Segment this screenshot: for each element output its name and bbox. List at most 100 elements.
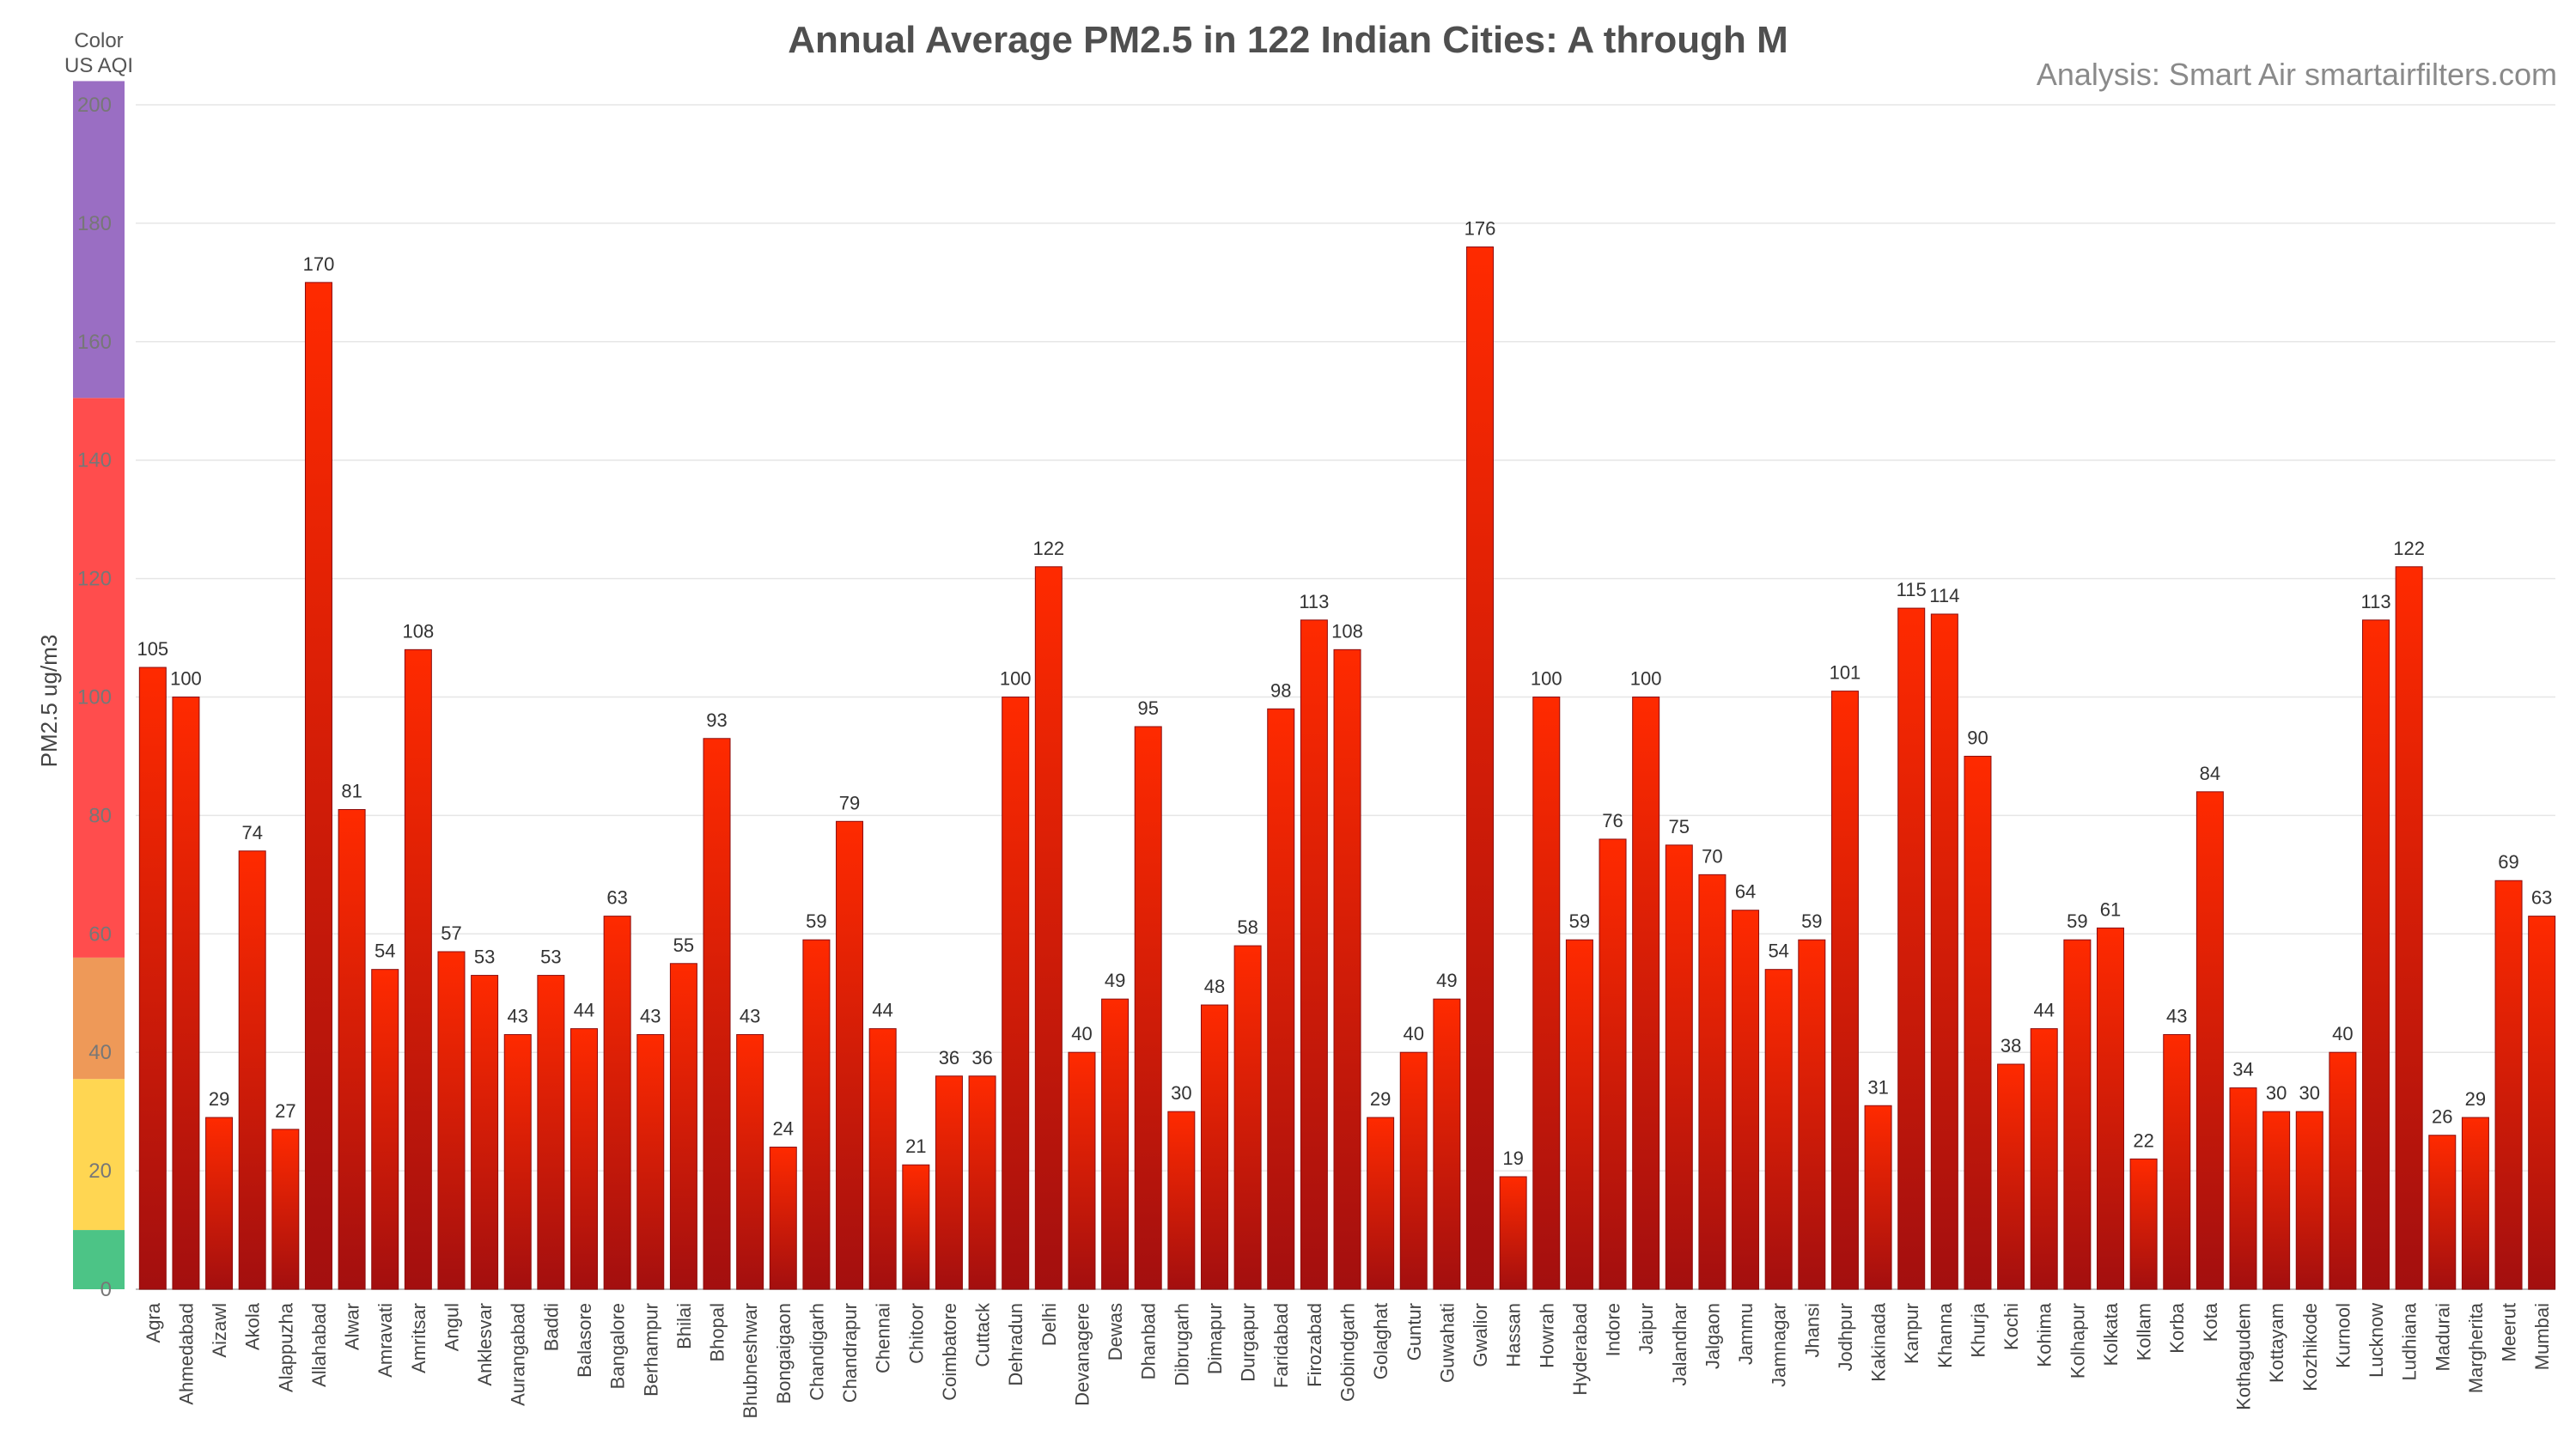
- x-tick-label: Chandigarh: [806, 1303, 827, 1401]
- y-tick-label: 40: [88, 1041, 112, 1064]
- data-label: 44: [574, 1000, 594, 1021]
- data-label: 54: [375, 941, 395, 962]
- bar-bhopal: [703, 738, 731, 1290]
- x-tick-label: Jammu: [1735, 1303, 1757, 1365]
- x-tick-label: Kota: [2200, 1302, 2221, 1342]
- bar-faridabad: [1267, 708, 1295, 1290]
- data-label: 29: [209, 1088, 229, 1110]
- data-label: 100: [1630, 668, 1662, 690]
- y-tick-label: 20: [88, 1160, 112, 1183]
- data-label: 40: [1404, 1023, 1424, 1044]
- x-tick-label: Baddi: [540, 1303, 562, 1351]
- x-tick-label: Amravati: [375, 1303, 396, 1378]
- x-tick-label: Meerut: [2499, 1303, 2520, 1361]
- data-label: 176: [1465, 217, 1496, 239]
- data-label: 30: [1171, 1082, 1191, 1104]
- data-label: 44: [2033, 1000, 2054, 1021]
- bar-bhilai: [669, 963, 697, 1290]
- x-tick-label: Bangalore: [607, 1303, 629, 1389]
- x-tick-label: Allahabad: [308, 1303, 330, 1387]
- data-label: 81: [341, 781, 362, 802]
- x-tick-label: Kothagudem: [2233, 1303, 2255, 1410]
- source-credit: Analysis: Smart Air smartairfilters.com: [2036, 57, 2557, 92]
- bar-kanpur: [1897, 607, 1926, 1290]
- x-tick-label: Kohima: [2034, 1302, 2055, 1367]
- bar-kozhikode: [2295, 1111, 2323, 1290]
- data-label: 58: [1237, 916, 1258, 938]
- x-tick-label: Lucknow: [2366, 1303, 2387, 1378]
- x-tick-label: Hyderabad: [1569, 1303, 1591, 1396]
- x-tick-label: Jamnagar: [1769, 1303, 1790, 1387]
- x-tick-label: Aizawl: [209, 1303, 230, 1358]
- bar-agra: [138, 667, 167, 1290]
- bar-chandigarh: [802, 939, 831, 1290]
- x-tick-label: Kanpur: [1901, 1303, 1922, 1364]
- data-label: 49: [1436, 970, 1457, 991]
- bar-hassan: [1499, 1176, 1527, 1290]
- data-label: 101: [1830, 662, 1861, 684]
- x-tick-label: Khanna: [1934, 1302, 1956, 1368]
- x-tick-label: Cuttack: [972, 1302, 994, 1367]
- x-tick-label: Indore: [1603, 1303, 1624, 1356]
- data-label: 170: [303, 253, 335, 275]
- x-tick-label: Kochi: [2001, 1303, 2022, 1350]
- data-label: 95: [1137, 697, 1158, 719]
- bar-howrah: [1532, 697, 1561, 1290]
- x-tick-label: Golaghat: [1370, 1303, 1392, 1379]
- data-label: 43: [740, 1006, 760, 1027]
- bar-baddi: [537, 975, 565, 1290]
- x-tick-label: Agra: [143, 1302, 164, 1342]
- x-tick-label: Madurai: [2432, 1303, 2453, 1371]
- aqi-band-2: [73, 957, 125, 1080]
- data-label: 55: [673, 935, 694, 956]
- data-label: 90: [1967, 727, 1988, 748]
- data-label: 63: [2531, 887, 2552, 909]
- bar-jamnagar: [1764, 969, 1793, 1290]
- y-tick-label: 60: [88, 922, 112, 946]
- x-tick-label: Alwar: [342, 1303, 363, 1350]
- data-label: 113: [2360, 591, 2390, 612]
- data-label: 98: [1270, 679, 1291, 701]
- bar-jammu: [1732, 910, 1760, 1290]
- x-tick-label: Kolkata: [2100, 1302, 2122, 1366]
- data-label: 61: [2100, 898, 2121, 920]
- data-label: 69: [2498, 851, 2518, 873]
- bar-akola: [238, 850, 266, 1290]
- y-tick-label: 120: [77, 568, 112, 591]
- x-tick-label: Chandrapur: [839, 1303, 861, 1403]
- data-label: 29: [1370, 1088, 1391, 1110]
- data-label: 74: [241, 822, 262, 843]
- data-label: 53: [540, 947, 561, 968]
- x-tick-label: Bhilai: [673, 1303, 695, 1349]
- x-tick-label: Balasore: [574, 1303, 595, 1378]
- bar-ludhiana: [2395, 566, 2423, 1290]
- bar-jodhpur: [1830, 691, 1859, 1290]
- bar-madurai: [2428, 1135, 2457, 1290]
- data-label: 19: [1502, 1148, 1523, 1169]
- x-tick-label: Jalgaon: [1702, 1303, 1723, 1369]
- bar-cuttack: [968, 1075, 996, 1290]
- aqi-band-3: [73, 398, 125, 958]
- x-tick-label: Aurangabad: [508, 1303, 529, 1406]
- bar-hyderabad: [1565, 939, 1593, 1290]
- y-tick-label: 100: [77, 686, 112, 709]
- bar-dimapur: [1200, 1004, 1228, 1290]
- aqi-band-0: [73, 1230, 125, 1289]
- x-tick-label: Delhi: [1038, 1303, 1060, 1346]
- bar-korba: [2163, 1034, 2191, 1290]
- data-labels: 1051002974271708154108575343534463435593…: [137, 217, 2552, 1169]
- data-label: 122: [2393, 538, 2425, 559]
- x-tick-label: Bongaigaon: [773, 1303, 795, 1403]
- data-label: 44: [872, 1000, 892, 1021]
- y-axis-title: PM2.5 ug/m3: [36, 635, 62, 768]
- x-tick-label: Gwalior: [1470, 1303, 1491, 1367]
- y-tick-label: 140: [77, 449, 112, 472]
- bar-kottayam: [2262, 1111, 2291, 1290]
- x-tick-label: Kottayam: [2266, 1303, 2287, 1383]
- x-tick-label: Chennai: [873, 1303, 894, 1373]
- bar-dehradun: [1002, 697, 1030, 1290]
- x-tick-label: Guntur: [1404, 1303, 1425, 1361]
- data-label: 108: [402, 620, 434, 642]
- x-tick-label: Jhansi: [1801, 1303, 1823, 1358]
- bar-guntur: [1399, 1051, 1428, 1290]
